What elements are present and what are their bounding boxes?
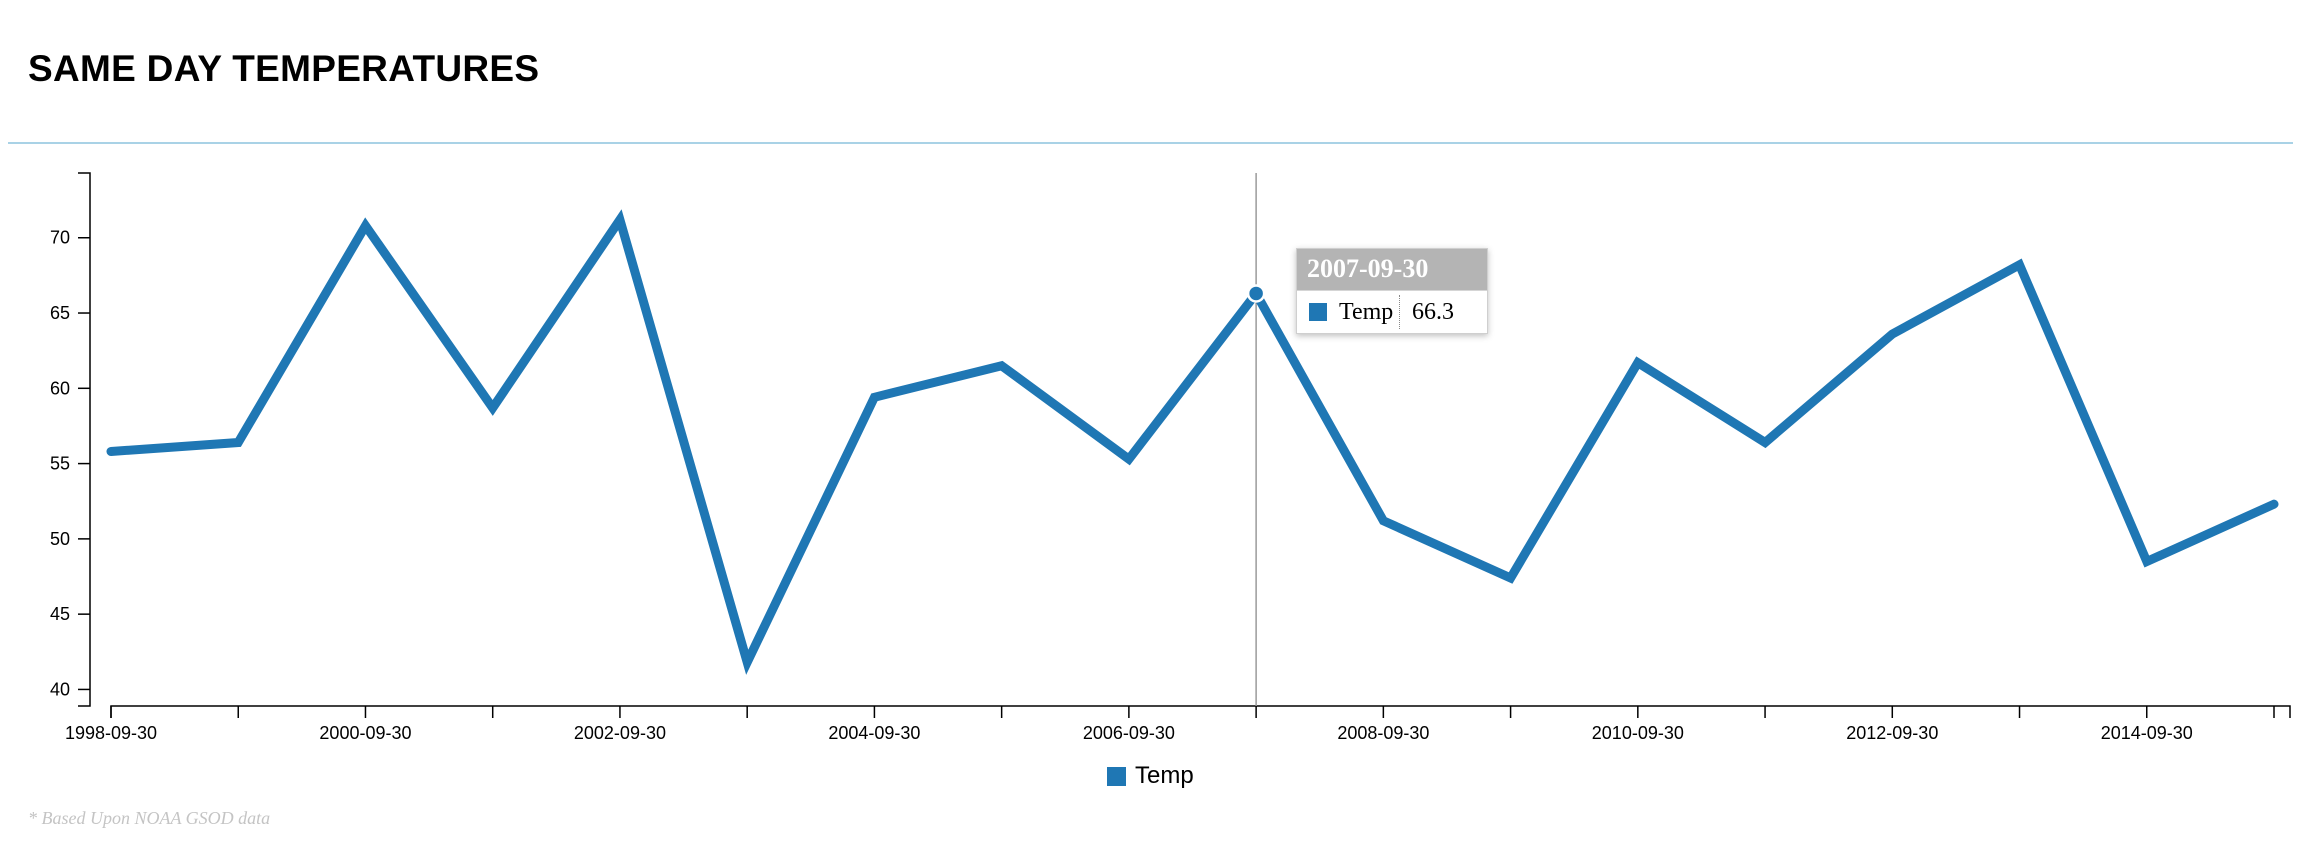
x-axis: 1998-09-30 2000-09-30 2002-09-30 2004-09-30… [65, 705, 2291, 743]
source-note: * Based Upon NOAA GSOD data [28, 808, 271, 828]
tooltip-date: 2007-09-30 [1297, 249, 1487, 291]
x-axis-line [110, 705, 2291, 718]
series-layer [106, 209, 2279, 675]
tooltip-separator [1399, 295, 1400, 329]
series-line-temp[interactable] [106, 209, 2279, 675]
x-tick-label: 2008-09-30 [1337, 723, 1429, 743]
y-tick-label: 40 [50, 679, 70, 699]
y-axis-line [78, 172, 91, 707]
page-title: SAME DAY TEMPERATURES [28, 48, 540, 89]
point-layer[interactable] [1246, 284, 1266, 303]
x-tick-label: 1998-09-30 [65, 723, 157, 743]
tooltip-value: 66.3 [1412, 298, 1454, 325]
tooltip-series-name: Temp [1339, 298, 1394, 325]
y-tick-label: 70 [50, 228, 70, 248]
x-tick-label: 2010-09-30 [1592, 723, 1684, 743]
highlighted-point[interactable] [1246, 284, 1266, 303]
tooltip: 2007-09-30 Temp 66.3 [1296, 248, 1488, 334]
title-divider [8, 142, 2293, 144]
legend-swatch-temp[interactable] [1107, 766, 1126, 786]
y-tick-label: 45 [50, 604, 70, 624]
x-tick-label: 2002-09-30 [574, 723, 666, 743]
x-tick-label: 2006-09-30 [1083, 723, 1175, 743]
line-chart[interactable]: 40 45 50 55 60 65 70 1998-09-30 2000-09-30 2002-… [0, 0, 2298, 800]
y-tick-label: 50 [50, 529, 70, 549]
y-tick-label: 60 [50, 378, 70, 398]
tooltip-row: Temp 66.3 [1297, 291, 1487, 333]
legend-label-temp[interactable]: Temp [1135, 762, 1194, 789]
legend[interactable]: Temp [1107, 762, 1194, 790]
y-tick-label: 65 [50, 303, 70, 323]
y-axis: 40 45 50 55 60 65 70 [50, 172, 91, 707]
x-tick-label: 2004-09-30 [828, 723, 920, 743]
y-tick-label: 55 [50, 454, 70, 474]
x-tick-label: 2014-09-30 [2101, 723, 2193, 743]
x-tick-label: 2000-09-30 [319, 723, 411, 743]
x-tick-label: 2012-09-30 [1846, 723, 1938, 743]
tooltip-swatch [1309, 303, 1327, 321]
